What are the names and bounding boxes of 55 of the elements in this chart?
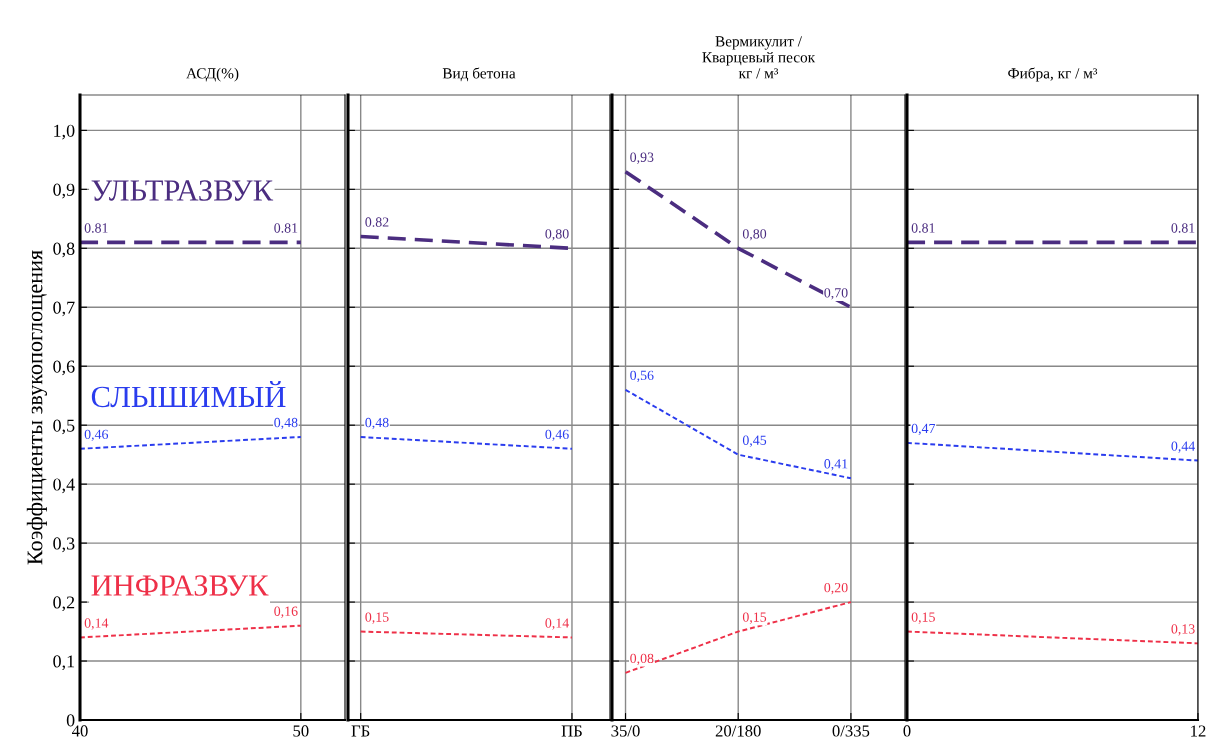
y-tick-label: 0,5 xyxy=(53,419,75,435)
x-tick-label: ПБ xyxy=(561,725,582,737)
data-label: 0,41 xyxy=(824,459,848,471)
data-label: 0.81 xyxy=(274,223,298,233)
series-label: УЛЬТРАЗВУК xyxy=(91,180,274,201)
chart-title: Вид бетона xyxy=(442,67,516,82)
x-tick-label: 20/180 xyxy=(715,725,761,737)
data-label: 0,14 xyxy=(545,618,569,630)
data-label: 0,44 xyxy=(1171,441,1196,453)
data-label: 0,93 xyxy=(630,152,654,164)
chart-title: Вермикулит / Кварцевый песок кг / м³ xyxy=(702,36,816,79)
y-tick-label: 0,8 xyxy=(53,242,75,258)
x-tick-label: 35/0 xyxy=(611,725,640,737)
y-tick-label: 0,3 xyxy=(53,537,75,553)
data-label: 0,15 xyxy=(742,612,767,624)
data-label: 0,16 xyxy=(274,606,298,618)
data-label: 0,80 xyxy=(545,229,569,241)
y-tick-label: 0,6 xyxy=(53,360,75,376)
data-label: 0,13 xyxy=(1171,624,1195,636)
chart-title: АСД(%) xyxy=(186,67,239,82)
y-axis-title: Коэффициенты звукопоглощения xyxy=(26,250,48,565)
data-label: 0,56 xyxy=(630,370,654,383)
y-tick-label: 1,0 xyxy=(54,124,75,140)
y-tick-label: 0 xyxy=(66,714,75,727)
y-tick-label: 0,9 xyxy=(53,183,75,199)
y-tick-label: 0,2 xyxy=(53,596,75,612)
data-label: 0,48 xyxy=(274,417,298,430)
y-tick-label: 0,4 xyxy=(53,478,75,494)
data-label: 0,20 xyxy=(824,582,848,595)
data-label: 0.81 xyxy=(1171,223,1195,233)
x-tick-label: ГБ xyxy=(351,725,370,737)
data-label: 0,45 xyxy=(742,435,767,447)
series-label: ИНФРАЗВУК xyxy=(91,575,269,596)
data-label: 0,08 xyxy=(630,653,654,666)
data-label: 0,46 xyxy=(84,429,109,442)
x-tick-label: 0 xyxy=(903,725,911,737)
y-tick-label: 0,7 xyxy=(53,301,75,317)
data-label: 0,15 xyxy=(365,612,389,624)
x-tick-label: 0/335 xyxy=(832,725,870,737)
x-tick-label: 12 xyxy=(1191,725,1206,737)
data-label: 0,46 xyxy=(545,429,569,442)
data-label: 0,80 xyxy=(742,229,767,241)
data-label: 0,48 xyxy=(365,417,389,430)
data-label: 0,15 xyxy=(911,612,935,624)
data-label: 0.81 xyxy=(911,223,935,233)
data-label: 0,14 xyxy=(84,618,109,630)
x-tick-label: 50 xyxy=(293,725,309,737)
series-label: СЛЫШИМЫЙ xyxy=(91,381,286,408)
y-tick-label: 0,1 xyxy=(53,655,75,671)
x-tick-label: 40 xyxy=(71,725,88,737)
chart-title: Фибра, кг / м³ xyxy=(1008,67,1098,82)
data-label: 0.81 xyxy=(84,223,108,233)
data-label: 0.82 xyxy=(365,217,389,227)
data-label: 0,70 xyxy=(824,288,848,300)
data-label: 0,47 xyxy=(911,423,936,436)
